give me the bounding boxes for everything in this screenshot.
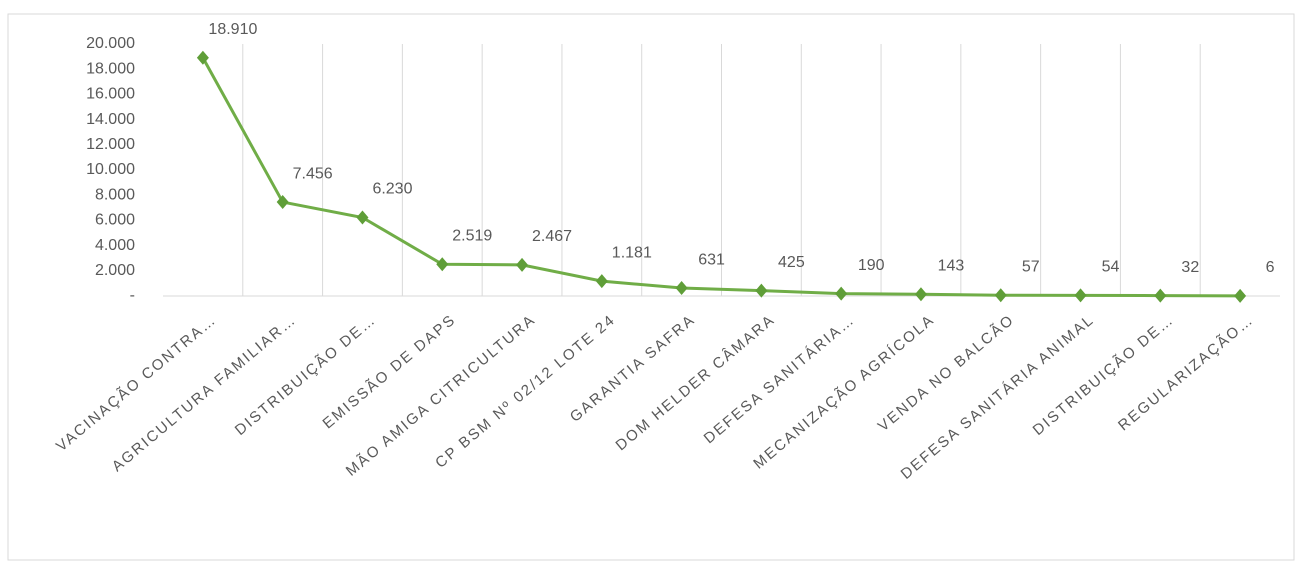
y-tick-label: 14.000 bbox=[86, 111, 135, 128]
data-label: 1.181 bbox=[612, 244, 652, 261]
marker bbox=[755, 283, 768, 298]
marker bbox=[994, 288, 1007, 303]
line bbox=[201, 57, 1241, 298]
y-tick-label: 10.000 bbox=[86, 161, 135, 178]
marker bbox=[1154, 288, 1167, 303]
y-tick-label: - bbox=[130, 287, 135, 304]
y-tick-label: 16.000 bbox=[86, 86, 135, 103]
data-label: 2.467 bbox=[532, 228, 572, 245]
y-tick-label: 4.000 bbox=[95, 237, 135, 254]
chart-frame bbox=[7, 13, 1295, 561]
marker bbox=[675, 281, 688, 296]
data-label: 7.456 bbox=[293, 165, 333, 182]
y-tick-label: 8.000 bbox=[95, 186, 135, 203]
y-tick-label: 2.000 bbox=[95, 262, 135, 279]
marker bbox=[516, 257, 529, 272]
data-label: 143 bbox=[938, 257, 965, 274]
y-tick-label: 12.000 bbox=[86, 136, 135, 153]
y-tick-label: 6.000 bbox=[95, 212, 135, 229]
data-label: 631 bbox=[698, 251, 725, 268]
data-label: 6 bbox=[1266, 259, 1275, 276]
data-label: 18.910 bbox=[208, 21, 257, 38]
marker bbox=[356, 210, 369, 225]
marker bbox=[1234, 288, 1247, 303]
marker bbox=[595, 274, 608, 289]
marker bbox=[1074, 288, 1087, 303]
marker bbox=[835, 286, 848, 301]
data-label: 32 bbox=[1181, 259, 1199, 276]
data-label: 54 bbox=[1102, 259, 1120, 276]
data-label: 425 bbox=[778, 254, 805, 271]
data-label: 6.230 bbox=[372, 181, 412, 198]
data-label: 2.519 bbox=[452, 227, 492, 244]
marker bbox=[196, 50, 209, 65]
marker bbox=[436, 257, 449, 272]
y-tick-label: 20.000 bbox=[86, 35, 135, 52]
marker bbox=[914, 287, 927, 302]
data-label: 57 bbox=[1022, 259, 1040, 276]
marker bbox=[276, 195, 289, 210]
y-tick-label: 18.000 bbox=[86, 60, 135, 77]
data-label: 190 bbox=[858, 257, 885, 274]
